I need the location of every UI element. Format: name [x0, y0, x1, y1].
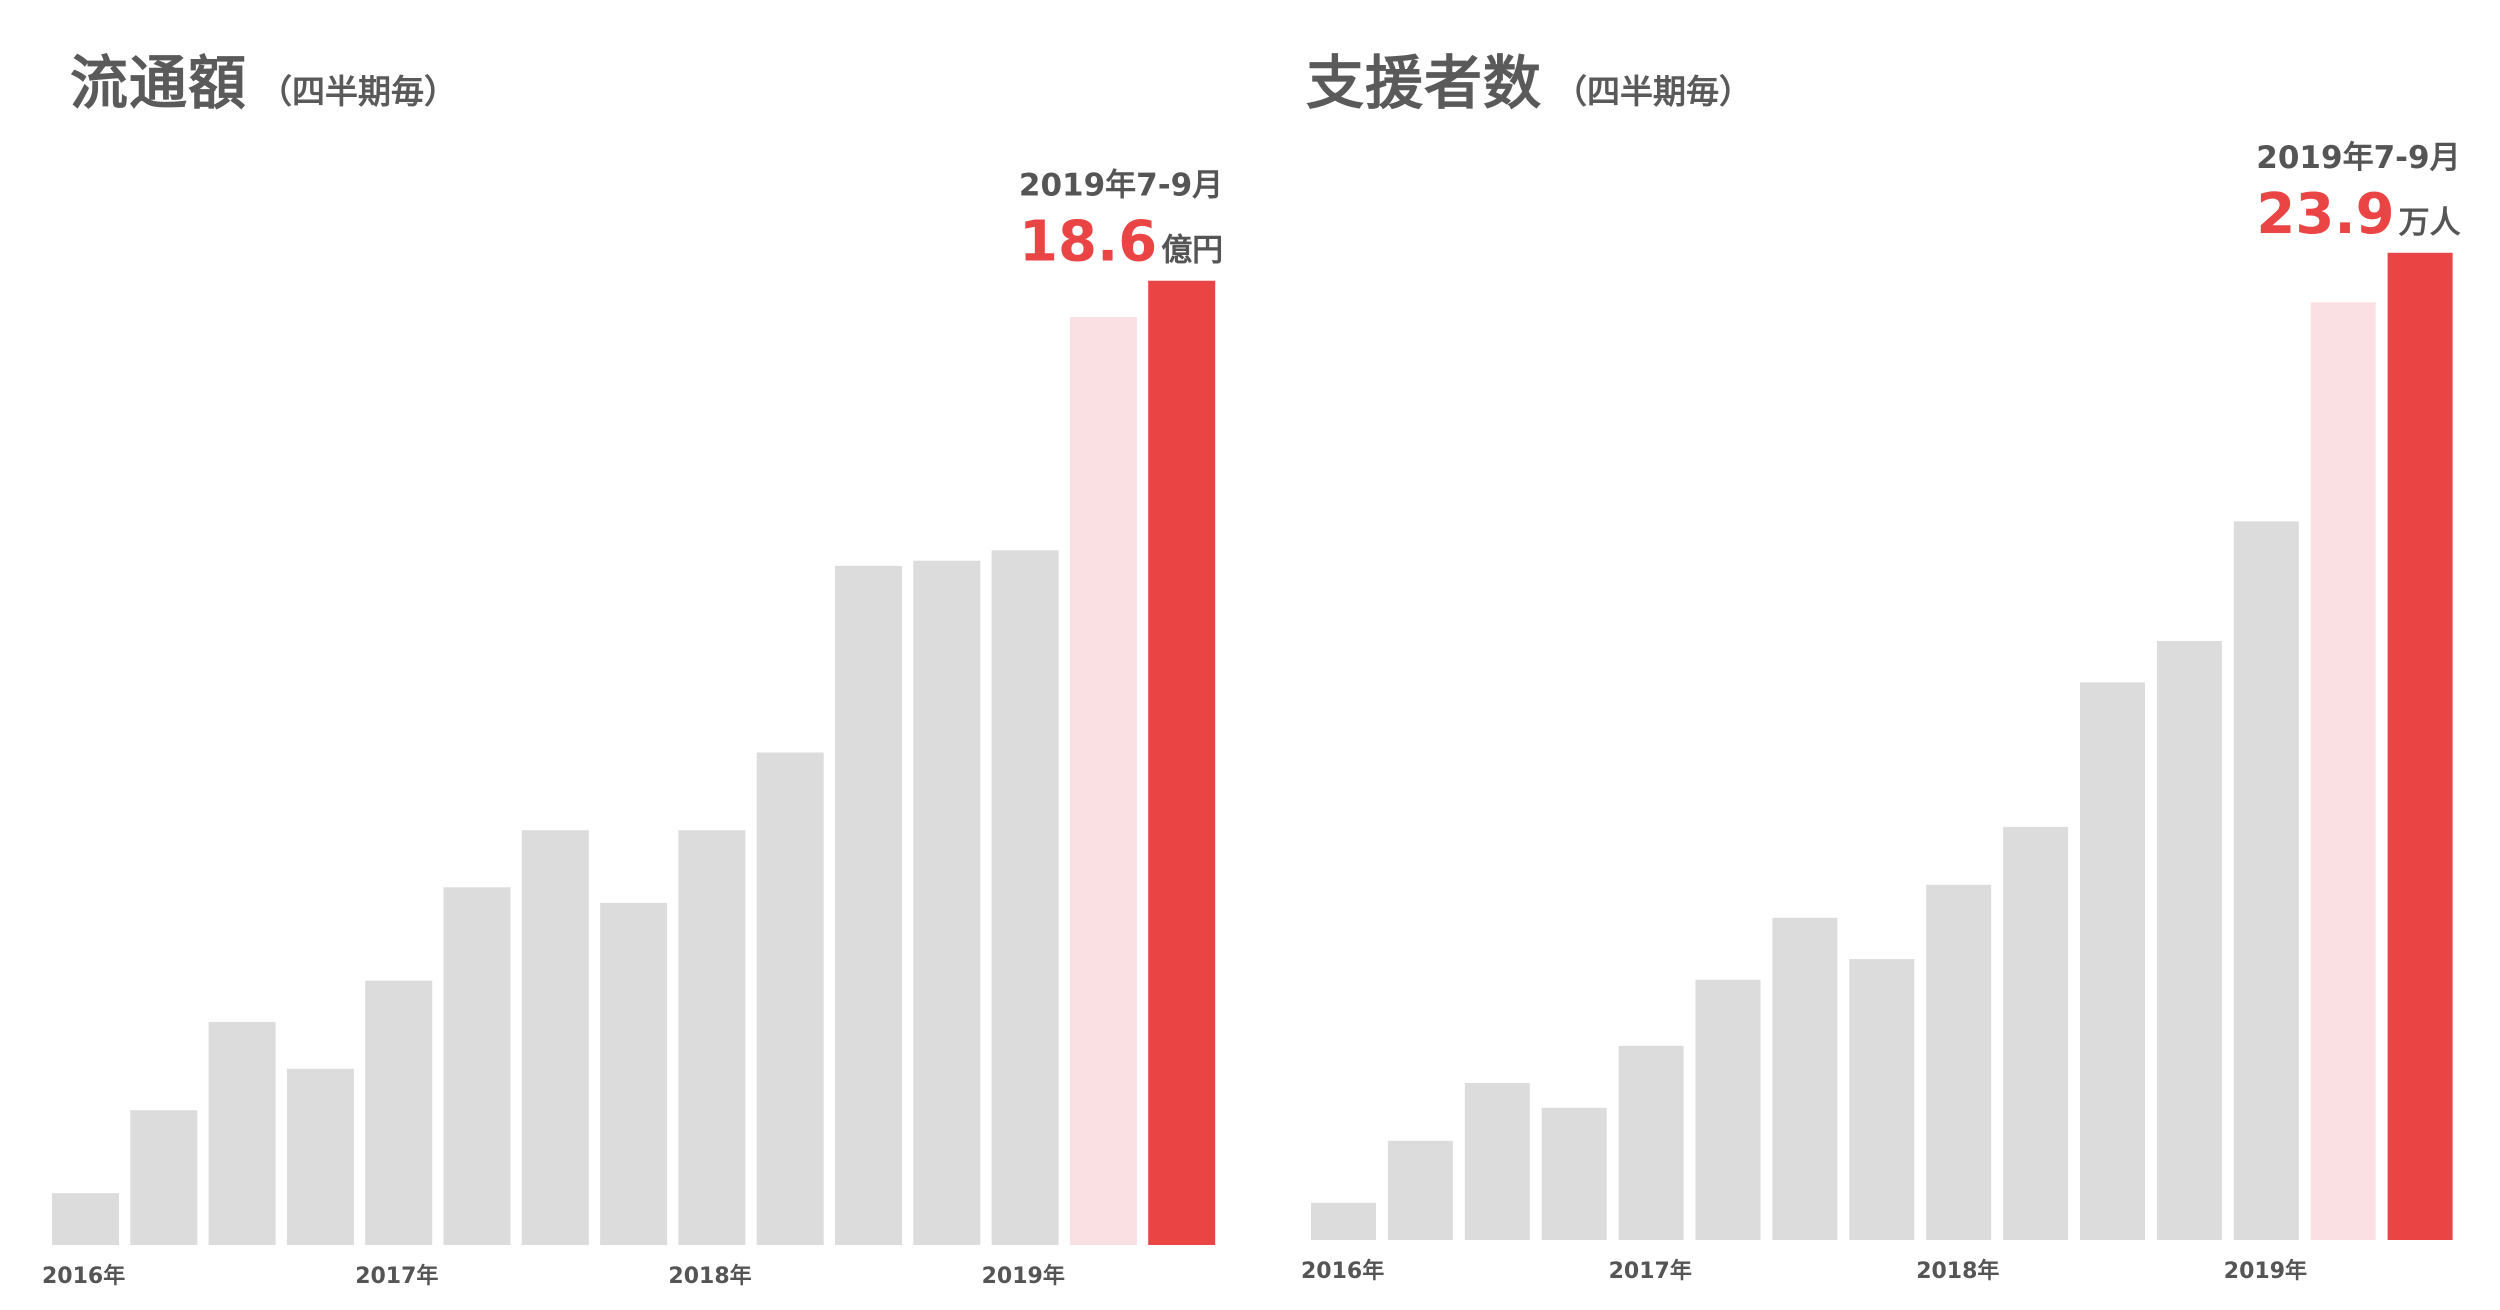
bar-2018-Q3: [835, 565, 902, 1245]
bar-2019年7-9月: [1148, 280, 1216, 1246]
highlight-period-label: 2019年7-9月: [1019, 168, 1223, 204]
bar-2017-Q4: [600, 902, 668, 1245]
bar-2018-Q1: [678, 830, 746, 1245]
bar-2016-Q2: [1387, 1140, 1453, 1240]
x-tick-label: 2016年: [42, 1263, 125, 1289]
highlight-value-line: 23.9 万人: [2256, 182, 2460, 247]
chart-title-sub: （四半期毎）: [259, 72, 458, 111]
bar-2019-Q1: [991, 550, 1059, 1245]
x-axis-ticks: 2016年 2017年 2018年 2019年: [1301, 1258, 2307, 1284]
highlight-annotation: 2019年7-9月 18.6 億円: [1019, 168, 1223, 275]
bar-2018-Q3: [2080, 682, 2145, 1240]
chart-title-supporters: 支援者数 （四半期毎）: [1306, 36, 1752, 120]
bar-2017-Q1: [365, 980, 433, 1245]
x-tick-label: 2019年: [2224, 1258, 2307, 1284]
chart-title-main: 流通額: [70, 49, 248, 117]
bar-chart-supporters: 2016年 2017年 2018年 2019年 2019年7-9月 23.9 万人: [1301, 140, 2461, 1284]
chart-title-gmv: 流通額 （四半期毎）: [70, 36, 457, 120]
bar-series: [1311, 252, 2453, 1240]
bar-2018-Q4: [913, 560, 981, 1245]
highlight-unit: 万人: [2399, 205, 2461, 241]
bar-2017-Q3: [1772, 917, 1838, 1240]
bar-2016-Q1: [1311, 1202, 1376, 1240]
highlight-value: 23.9: [2256, 182, 2394, 247]
x-tick-label: 2019年: [982, 1263, 1065, 1289]
bar-2019年7-9月: [2387, 252, 2453, 1240]
bar-2018-Q1: [1926, 884, 1992, 1240]
bar-2017-Q4: [1849, 959, 1915, 1240]
bar-2016-Q3: [1464, 1083, 1530, 1240]
x-axis-ticks: 2016年 2017年 2018年 2019年: [42, 1263, 1065, 1289]
bar-2017-Q3: [521, 830, 589, 1245]
x-tick-label: 2018年: [1916, 1258, 1999, 1284]
bar-series: [52, 280, 1216, 1246]
bar-2018-Q2: [2003, 826, 2069, 1240]
x-tick-label: 2018年: [668, 1263, 751, 1289]
bar-2018-Q2: [756, 752, 824, 1245]
x-tick-label: 2017年: [1609, 1258, 1692, 1284]
bar-2016-Q1: [52, 1193, 119, 1245]
bar-2016-Q3: [208, 1022, 276, 1245]
bar-2019-Q2: [2310, 302, 2376, 1240]
highlight-annotation: 2019年7-9月 23.9 万人: [2256, 140, 2460, 247]
chart-panel-gmv: 流通額 （四半期毎） 2016年 2017年 2018年 2019年 2019年7-9月…: [42, 36, 1223, 1289]
bar-2017-Q2: [1695, 979, 1761, 1240]
highlight-period-label: 2019年7-9月: [2256, 140, 2460, 176]
chart-title-sub: （四半期毎）: [1554, 72, 1753, 111]
bar-2016-Q4: [286, 1068, 354, 1245]
bar-chart-gmv: 2016年 2017年 2018年 2019年 2019年7-9月 18.6 億円: [42, 168, 1223, 1289]
bar-2016-Q4: [1541, 1107, 1607, 1240]
highlight-value-line: 18.6 億円: [1019, 210, 1223, 275]
x-tick-label: 2016年: [1301, 1258, 1384, 1284]
chart-title-main: 支援者数: [1306, 49, 1543, 117]
highlight-value: 18.6: [1019, 210, 1157, 275]
bar-2017-Q1: [1618, 1045, 1684, 1240]
bar-2019-Q2: [1069, 317, 1137, 1245]
bar-2018-Q4: [2156, 641, 2222, 1240]
x-tick-label: 2017年: [355, 1263, 438, 1289]
chart-panel-supporters: 支援者数 （四半期毎） 2016年 2017年 2018年 2019年 2019年7-9…: [1250, 0, 2500, 1310]
bar-2016-Q2: [130, 1110, 198, 1245]
highlight-unit: 億円: [1161, 233, 1223, 269]
bar-2019-Q1: [2233, 521, 2299, 1240]
bar-2017-Q2: [443, 887, 511, 1245]
